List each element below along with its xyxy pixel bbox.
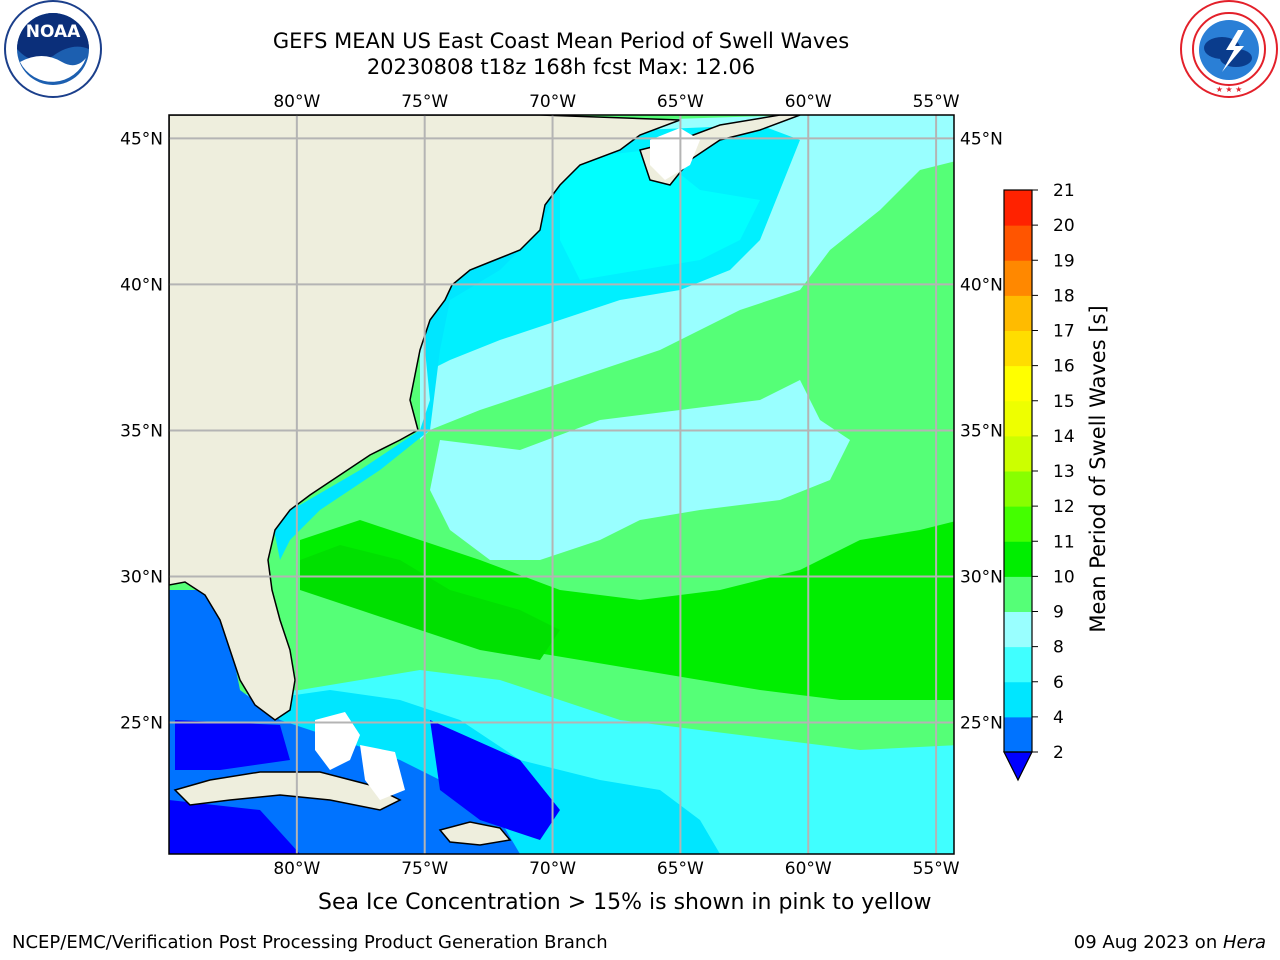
colorbar-tick-label: 18 <box>1053 286 1075 306</box>
colorbar-bin <box>1004 330 1032 367</box>
colorbar-bin <box>1004 400 1032 437</box>
colorbar-tick-label: 15 <box>1053 392 1075 412</box>
lon-tick-label-bottom: 60°W <box>785 859 832 879</box>
lat-tick-label-left: 35°N <box>120 421 163 441</box>
swell-under-2-caribbean <box>169 800 300 854</box>
lat-tick-label-left: 45°N <box>120 129 163 149</box>
swell-band-10-11 <box>300 520 954 700</box>
sea-ice-note: Sea Ice Concentration > 15% is shown in … <box>318 890 932 915</box>
swell-band-central <box>430 380 850 560</box>
colorbar: 2 4 6 8 9 10 11 12 13 14 15 16 17 18 19 20 21 <box>1003 181 1075 782</box>
lat-tick-label-right: 35°N <box>960 421 1003 441</box>
lat-tick-label-right: 30°N <box>960 568 1003 588</box>
colorbar-tick-label: 16 <box>1053 357 1075 377</box>
colorbar-bin <box>1004 471 1032 507</box>
colorbar-label: Mean Period of Swell Waves [s] <box>1086 305 1110 633</box>
colorbar-bin <box>1004 435 1032 472</box>
lon-tick-label-bottom: 55°W <box>913 859 960 879</box>
coastal-swell-strip <box>270 130 600 560</box>
lat-tick-label-right: 45°N <box>960 129 1003 149</box>
colorbar-tick-label: 13 <box>1053 462 1075 482</box>
lat-tick-label-left: 25°N <box>120 714 163 734</box>
lon-tick-label-bottom: 65°W <box>657 859 704 879</box>
svg-text:★ ★ ★: ★ ★ ★ <box>1216 85 1243 94</box>
lon-tick-label-bottom: 80°W <box>273 859 320 879</box>
hispaniola-land <box>438 821 512 846</box>
map-frame <box>168 114 955 855</box>
colorbar-tick-label: 21 <box>1053 181 1075 201</box>
colorbar-tick-label: 19 <box>1053 251 1075 271</box>
colorbar-tick-label: 8 <box>1053 638 1064 658</box>
colorbar-tick-label: 11 <box>1053 532 1075 552</box>
noaa-logo: NOAA <box>2 0 104 100</box>
colorbar-tick-label: 9 <box>1053 603 1064 623</box>
branch-credit: NCEP/EMC/Verification Post Processing Pr… <box>12 932 608 953</box>
colorbar-tick-label: 10 <box>1053 567 1075 587</box>
colorbar-bin <box>1004 541 1032 577</box>
nws-logo: ★ ★ ★ <box>1178 0 1280 100</box>
lon-tick-label-top: 80°W <box>273 92 320 112</box>
colorbar-tick-label: 6 <box>1053 673 1064 693</box>
map-tick-labels: 80°W 80°W 75°W 75°W 70°W 70°W 65°W 65°W 60°W 60°W… <box>120 92 1003 879</box>
colorbar-tick-label: 14 <box>1053 427 1075 447</box>
colorbar-bin <box>1004 190 1032 226</box>
lon-tick-label-top: 55°W <box>913 92 960 112</box>
lon-tick-label-top: 75°W <box>401 92 448 112</box>
lon-tick-label-bottom: 75°W <box>401 859 448 879</box>
lon-tick-label-top: 60°W <box>785 92 832 112</box>
colorbar-bin <box>1004 365 1032 402</box>
graticule <box>169 115 954 854</box>
colorbar-bin <box>1004 295 1032 331</box>
lat-tick-label-left: 30°N <box>120 568 163 588</box>
colorbar-bin <box>1004 576 1032 612</box>
map-area <box>169 115 954 854</box>
colorbar-bin <box>1004 681 1032 718</box>
lat-tick-label-right: 40°N <box>960 275 1003 295</box>
colorbar-tick-label: 2 <box>1053 743 1064 763</box>
colorbar-under-triangle <box>1003 751 1033 782</box>
bahamas-bank-b <box>360 745 405 800</box>
bahamas-bank-a <box>315 712 360 770</box>
colorbar-bin <box>1004 506 1032 542</box>
swell-band-4-6 <box>560 150 760 280</box>
gulf-of-maine-mask <box>650 128 700 180</box>
lon-tick-label-bottom: 70°W <box>529 859 576 879</box>
generation-date: 09 Aug 2023 on Hera <box>1074 932 1266 953</box>
colorbar-tick-label: 12 <box>1053 497 1075 517</box>
swell-band-10-11-west <box>300 545 560 660</box>
lon-tick-label-top: 65°W <box>657 92 704 112</box>
machine-name: Hera <box>1222 932 1266 953</box>
noaa-logo-text: NOAA <box>26 22 81 42</box>
lat-tick-label-right: 25°N <box>960 714 1003 734</box>
colorbar-tick-label: 20 <box>1053 216 1075 236</box>
colorbar-tick-label: 17 <box>1053 322 1075 342</box>
swell-under-2-bahamas <box>430 720 560 840</box>
colorbar-bin <box>1004 225 1032 261</box>
colorbar-bin <box>1004 611 1032 648</box>
colorbar-tick-label: 4 <box>1053 708 1064 728</box>
lon-tick-label-top: 70°W <box>529 92 576 112</box>
colorbar-bin <box>1004 646 1032 683</box>
date-text: 09 Aug 2023 on <box>1073 932 1223 953</box>
cuba-land <box>173 771 402 811</box>
colorbar-bin <box>1004 260 1032 296</box>
colorbar-bin <box>1004 716 1032 753</box>
chart-title: GEFS MEAN US East Coast Mean Period of S… <box>272 29 850 53</box>
swell-under-2-florida-straits <box>175 720 290 770</box>
lat-tick-label-left: 40°N <box>120 275 163 295</box>
chart-subtitle: 20230808 t18z 168h fcst Max: 12.06 <box>366 55 756 79</box>
